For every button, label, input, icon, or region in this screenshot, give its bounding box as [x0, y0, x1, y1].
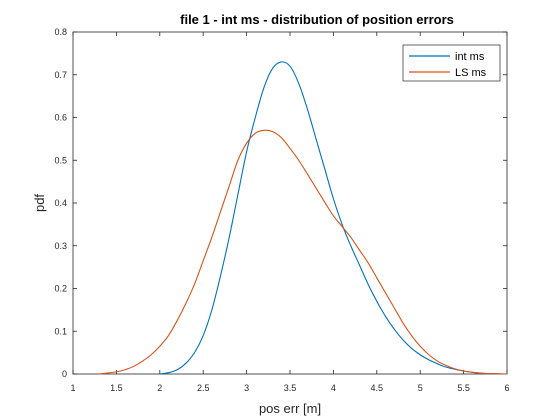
- x-tick-label: 2.5: [197, 383, 210, 393]
- x-tick-label: 1.5: [110, 383, 123, 393]
- legend-label-int-ms: int ms: [455, 51, 485, 63]
- x-tick-label: 3: [244, 383, 249, 393]
- y-tick-label: 0: [62, 369, 67, 379]
- legend-box: [402, 44, 501, 82]
- x-tick-label: 5.5: [457, 383, 470, 393]
- legend-label-ls-ms: LS ms: [455, 67, 487, 79]
- x-tick-label: 4: [331, 383, 336, 393]
- y-axis-title: pdf: [32, 194, 47, 212]
- x-tick-label: 6: [504, 383, 509, 393]
- y-tick-label: 0.7: [54, 70, 67, 80]
- y-tick-label: 0.3: [54, 241, 67, 251]
- y-tick-label: 0.5: [54, 155, 67, 165]
- x-tick-label: 1: [70, 383, 75, 393]
- y-tick-label: 0.8: [54, 27, 67, 37]
- x-axis-title: pos err [m]: [259, 401, 321, 416]
- x-tick-label: 4.5: [371, 383, 384, 393]
- series-line-int-ms: [159, 61, 508, 375]
- tick-layer: 1 1.5 2 2.5 3 3.5 4 4.5 5 5.5 6 0 0.1 0.2 0.3 0.4 0.5 0.6…: [54, 27, 509, 393]
- legend: int ms LS ms: [402, 44, 501, 82]
- x-tick-label: 3.5: [284, 383, 297, 393]
- plot-area: [72, 31, 508, 375]
- y-tick-label: 0.4: [54, 198, 67, 208]
- x-tick-label: 5: [418, 383, 423, 393]
- series-layer: [98, 61, 508, 375]
- x-tick-label: 2: [157, 383, 162, 393]
- chart-title: file 1 - int ms - distribution of positi…: [180, 12, 454, 27]
- y-tick-label: 0.6: [54, 113, 67, 123]
- y-tick-label: 0.1: [54, 326, 67, 336]
- y-tick-label: 0.2: [54, 284, 67, 294]
- series-line-ls-ms: [98, 129, 508, 375]
